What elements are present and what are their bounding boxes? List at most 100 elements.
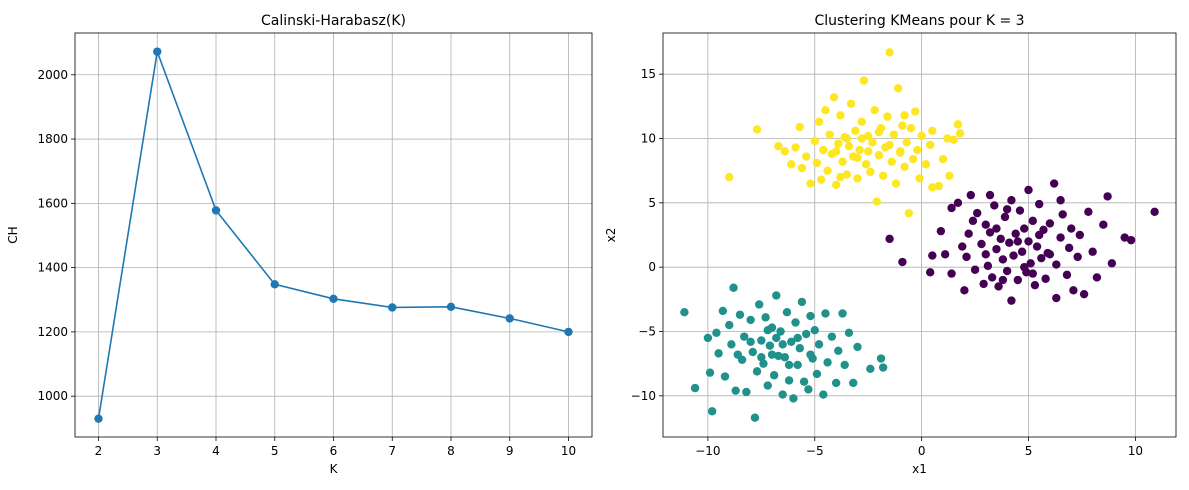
ch-x-tick-label-3: 5 — [271, 444, 279, 458]
kmeans-x-axis-label: x1 — [912, 462, 927, 476]
cluster-2-point-81 — [900, 111, 909, 120]
cluster-1-point-5 — [712, 328, 721, 337]
cluster-0-point-3 — [928, 251, 937, 260]
cluster-0-point-48 — [1041, 274, 1050, 283]
cluster-2-point-15 — [821, 105, 830, 115]
cluster-1-point-42 — [799, 377, 809, 386]
cluster-0-point-25 — [996, 234, 1005, 244]
cluster-0-point-76 — [1020, 262, 1029, 272]
cluster-2-point-56 — [908, 154, 918, 164]
cluster-1-point-61 — [866, 364, 875, 374]
cluster-0-point-4 — [936, 226, 946, 236]
ch-x-tick-label-6: 8 — [447, 444, 455, 458]
cluster-1-point-12 — [731, 386, 740, 395]
cluster-0-point-21 — [987, 273, 997, 282]
cluster-2-point-32 — [857, 117, 866, 126]
ch-x-tick-label-7: 9 — [506, 444, 514, 458]
cluster-0-point-51 — [1049, 179, 1059, 188]
cluster-1-point-13 — [735, 310, 745, 319]
cluster-2-point-78 — [896, 147, 905, 156]
cluster-0-point-83 — [985, 190, 995, 200]
ch-point-k2 — [94, 414, 103, 423]
cluster-0-point-41 — [1026, 259, 1035, 268]
cluster-2-point-69 — [949, 135, 958, 144]
kmeans-x-tick-label-2: 0 — [918, 444, 926, 458]
cluster-2-point-13 — [816, 175, 826, 184]
cluster-2-point-14 — [819, 145, 828, 155]
cluster-2-point-38 — [870, 105, 879, 115]
cluster-1-point-63 — [876, 354, 886, 363]
ch-line-chart: 2 3 4 5 6 7 8 9 10 1000 1200 1400 1600 1800 2000 Calin… — [6, 13, 593, 476]
cluster-1-point-50 — [819, 390, 828, 399]
cluster-1-point-28 — [769, 371, 779, 380]
ch-x-tick-label-4: 6 — [330, 444, 338, 458]
cluster-1-point-32 — [778, 390, 787, 399]
cluster-1-point-58 — [844, 328, 854, 337]
cluster-2-point-55 — [906, 124, 916, 133]
cluster-2-point-39 — [872, 197, 881, 206]
cluster-0-point-82 — [1002, 205, 1012, 214]
kmeans-y-axis-label: x2 — [604, 228, 618, 243]
cluster-1-point-56 — [838, 309, 847, 318]
cluster-2-point-25 — [842, 170, 852, 179]
cluster-1-point-68 — [746, 337, 755, 346]
cluster-1-point-16 — [742, 387, 751, 397]
cluster-2-point-48 — [891, 179, 901, 188]
cluster-0-point-44 — [1032, 242, 1042, 251]
ch-point-k6 — [329, 294, 338, 303]
cluster-2-point-37 — [868, 138, 877, 147]
cluster-0-point-1 — [898, 257, 907, 267]
cluster-0-point-52 — [1052, 293, 1061, 303]
cluster-2-point-3 — [780, 147, 790, 156]
cluster-2-point-49 — [893, 84, 903, 93]
cluster-0-point-73 — [992, 224, 1001, 233]
cluster-0-point-12 — [966, 190, 975, 200]
cluster-1-point-59 — [849, 378, 858, 388]
cluster-2-point-61 — [921, 160, 931, 169]
cluster-1-point-22 — [757, 336, 766, 345]
cluster-1-point-36 — [787, 337, 796, 346]
ch-point-k7 — [388, 303, 397, 312]
cluster-0-point-24 — [994, 282, 1003, 291]
cluster-1-point-2 — [703, 333, 713, 343]
ch-x-axis-label: K — [330, 462, 339, 476]
cluster-1-point-34 — [782, 307, 792, 317]
cluster-0-point-35 — [1015, 206, 1025, 215]
cluster-1-point-55 — [834, 346, 843, 355]
cluster-0-point-16 — [977, 239, 986, 249]
cluster-0-point-14 — [970, 265, 980, 274]
cluster-0-point-17 — [979, 279, 988, 289]
cluster-1-point-64 — [767, 350, 777, 359]
cluster-0-point-42 — [1028, 216, 1037, 226]
cluster-1-point-39 — [793, 360, 802, 370]
cluster-0-point-46 — [1037, 253, 1046, 263]
cluster-1-point-47 — [810, 326, 819, 335]
cluster-0-point-39 — [1024, 237, 1033, 246]
cluster-2-point-7 — [797, 163, 807, 173]
ch-y-tick-label-1: 1200 — [37, 325, 68, 339]
kmeans-marks — [680, 48, 1159, 422]
cluster-2-point-77 — [831, 147, 841, 156]
cluster-0-point-79 — [1028, 269, 1037, 278]
cluster-0-point-62 — [1079, 289, 1089, 299]
kmeans-ticks: −10 −5 0 5 10 −10 −5 0 5 10 15 — [631, 67, 1143, 458]
cluster-0-point-23 — [992, 244, 1001, 254]
cluster-0-point-13 — [968, 216, 978, 226]
cluster-2-point-17 — [825, 130, 834, 139]
cluster-0-point-60 — [1073, 252, 1082, 262]
cluster-0-point-70 — [1126, 235, 1136, 245]
cluster-0-point-2 — [925, 268, 935, 277]
cluster-2-point-0 — [725, 172, 734, 182]
cluster-0-point-59 — [1069, 286, 1078, 295]
cluster-2-point-6 — [795, 122, 804, 132]
ch-grid — [75, 33, 592, 437]
cluster-1-point-72 — [733, 350, 743, 359]
cluster-1-point-0 — [680, 307, 689, 317]
cluster-1-point-20 — [752, 367, 762, 376]
cluster-0-point-65 — [1092, 273, 1102, 282]
cluster-0-point-19 — [983, 261, 993, 271]
cluster-0-point-5 — [940, 250, 950, 259]
ch-x-tick-label-0: 2 — [95, 444, 103, 458]
cluster-0-point-20 — [985, 228, 995, 237]
kmeans-scatter-chart: −10 −5 0 5 10 −10 −5 0 5 10 15 Clustering KMeans p… — [604, 13, 1177, 476]
